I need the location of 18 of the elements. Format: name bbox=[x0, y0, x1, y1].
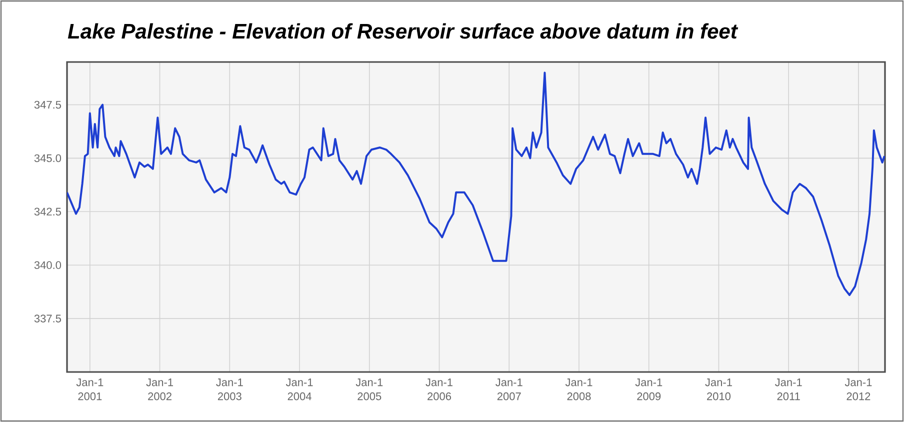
x-tick-label: Jan-1 2001 bbox=[76, 378, 104, 400]
x-tick-label: Jan-1 2007 bbox=[496, 378, 522, 400]
y-tick-label: 337.5 bbox=[34, 314, 62, 322]
y-tick-label: 342.5 bbox=[34, 208, 62, 216]
x-tick-label: Jan-1 2010 bbox=[705, 378, 732, 400]
chart-title: Lake Palestine - Elevation of Reservoir surface above datum in feet bbox=[68, 23, 738, 39]
x-tick-label: Jan-1 2009 bbox=[635, 378, 662, 400]
x-tick-label: Jan-1 2003 bbox=[216, 378, 243, 400]
x-tick-label: Jan-1 2008 bbox=[565, 378, 592, 400]
x-tick-label: Jan-1 2004 bbox=[286, 378, 313, 400]
y-tick-label: 347.5 bbox=[34, 100, 62, 109]
x-tick-label: Jan-1 2005 bbox=[356, 378, 383, 400]
y-tick-label: 340.0 bbox=[34, 261, 62, 269]
x-tick-label: Jan-1 2002 bbox=[146, 378, 174, 400]
x-tick-label: Jan-1 2006 bbox=[426, 378, 452, 400]
x-tick-label: Jan-1 2012 bbox=[844, 378, 872, 400]
x-tick-label: Jan-1 2011 bbox=[775, 378, 802, 400]
y-tick-label: 345.0 bbox=[34, 154, 62, 162]
